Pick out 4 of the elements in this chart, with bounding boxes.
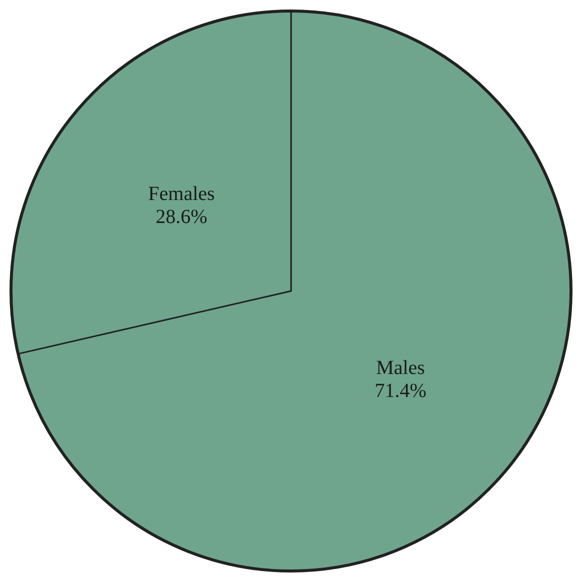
slice-label: Males bbox=[376, 357, 426, 380]
data-label: 71.4% bbox=[374, 380, 426, 402]
slice-label: Females bbox=[148, 182, 216, 205]
data-label: 28.6% bbox=[156, 206, 208, 228]
